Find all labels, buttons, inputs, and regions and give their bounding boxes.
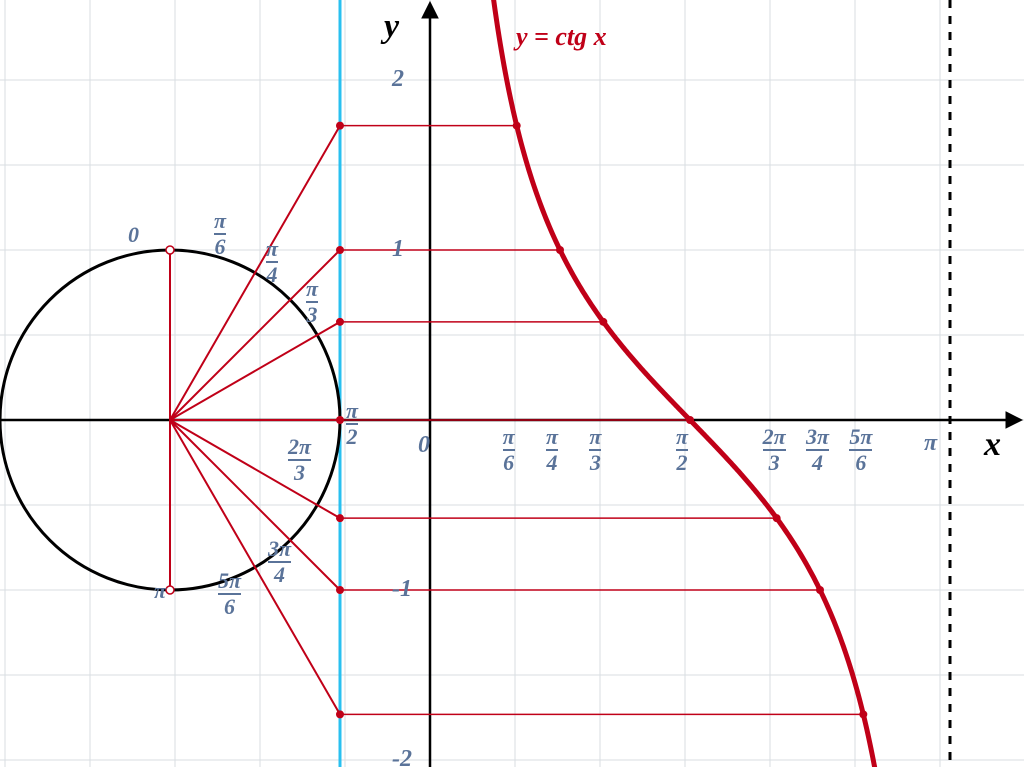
y-tick: -1	[392, 576, 412, 603]
x-tick: 2π3	[763, 426, 786, 474]
circle-angle-label: π	[154, 578, 166, 604]
chart-title: y = ctg x	[516, 22, 607, 52]
cotangent-curve	[476, 0, 905, 767]
circle-angle-label: π2	[346, 400, 358, 448]
circle-angle-label: 0	[128, 222, 139, 248]
circle-angle-label: π4	[266, 238, 278, 286]
y-tick: -2	[392, 746, 412, 767]
x-axis-label: x	[984, 426, 1001, 464]
x-tick-pi: π	[924, 430, 937, 457]
y-tick: 2	[392, 66, 404, 93]
x-tick: π3	[589, 426, 601, 474]
circle-angle-label: π6	[214, 210, 226, 258]
y-tick: 1	[392, 236, 404, 263]
x-tick: π6	[503, 426, 515, 474]
y-axis-label: y	[384, 8, 399, 46]
x-tick: π4	[546, 426, 558, 474]
x-tick: 3π4	[806, 426, 829, 474]
circle-angle-label: 2π3	[288, 436, 311, 484]
origin-label: 0	[418, 432, 430, 459]
circle-angle-label: 5π6	[218, 570, 241, 618]
x-tick: 5π6	[849, 426, 872, 474]
circle-angle-label: 3π4	[268, 538, 291, 586]
circle-angle-label: π3	[306, 278, 318, 326]
x-tick: π2	[676, 426, 688, 474]
